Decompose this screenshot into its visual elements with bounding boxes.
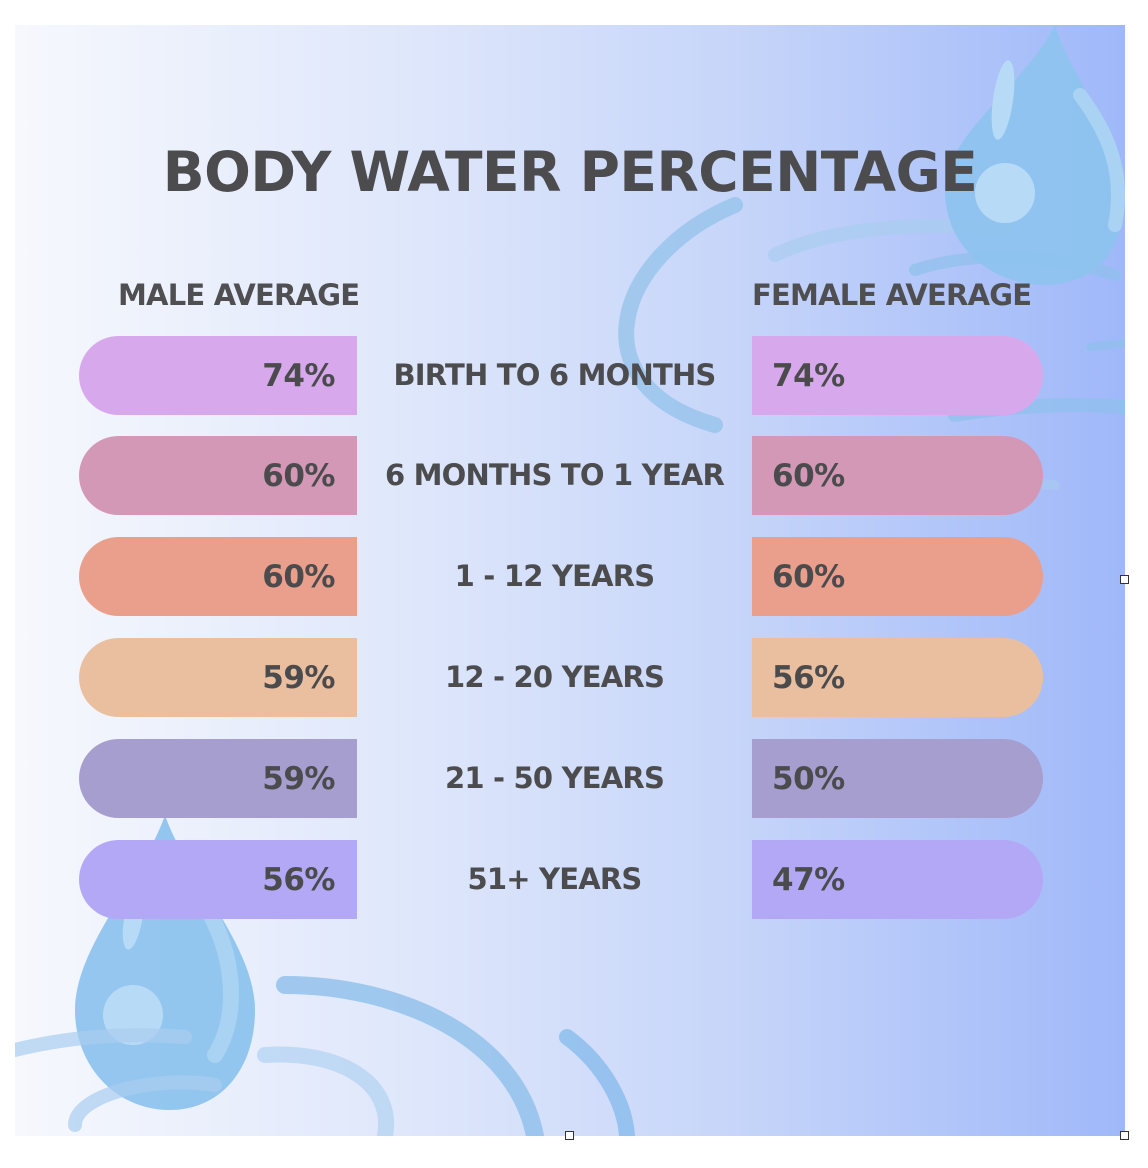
- resize-handle-bottom[interactable]: [565, 1131, 574, 1140]
- female-value: 47%: [772, 861, 845, 898]
- male-value-pill: 60%: [79, 537, 357, 616]
- resize-handle-bottom-right[interactable]: [1120, 1131, 1129, 1140]
- table-row: 59% 12 - 20 YEARS 56%: [15, 638, 1125, 717]
- infographic-canvas: BODY WATER PERCENTAGE MALE AVERAGE FEMAL…: [15, 25, 1125, 1136]
- female-value-pill: 60%: [752, 436, 1043, 515]
- male-average-header: MALE AVERAGE: [118, 278, 360, 312]
- water-ripple: [1086, 339, 1125, 351]
- male-value-pill: 74%: [79, 336, 357, 415]
- male-value: 60%: [262, 457, 335, 494]
- female-value: 74%: [772, 357, 845, 394]
- table-row: 74% BIRTH TO 6 MONTHS 74%: [15, 336, 1125, 415]
- male-value-pill: 59%: [79, 638, 357, 717]
- male-value-pill: 60%: [79, 436, 357, 515]
- female-value-pill: 56%: [752, 638, 1043, 717]
- water-ripple: [68, 1075, 222, 1132]
- male-value: 59%: [262, 760, 335, 797]
- female-value-pill: 74%: [752, 336, 1043, 415]
- resize-handle-right[interactable]: [1120, 575, 1129, 584]
- age-group-label: 21 - 50 YEARS: [444, 761, 665, 795]
- age-group-label: 6 MONTHS TO 1 YEAR: [384, 458, 725, 492]
- water-ripple: [276, 976, 544, 1136]
- age-group-label: 12 - 20 YEARS: [444, 660, 665, 694]
- water-ripple: [559, 1029, 635, 1136]
- female-value-pill: 47%: [752, 840, 1043, 919]
- female-value-pill: 60%: [752, 537, 1043, 616]
- age-group-label: 51+ YEARS: [467, 862, 642, 896]
- female-average-header: FEMALE AVERAGE: [752, 278, 1032, 312]
- chart-title: BODY WATER PERCENTAGE: [162, 140, 978, 204]
- male-value-pill: 56%: [79, 840, 357, 919]
- male-value: 59%: [262, 659, 335, 696]
- water-drop-icon: [945, 25, 1125, 285]
- table-rows: 74% BIRTH TO 6 MONTHS 74% 60% 6 MONTHS T…: [15, 25, 1125, 1136]
- age-group-label: 1 - 12 YEARS: [454, 559, 656, 593]
- female-value: 50%: [772, 760, 845, 797]
- table-row: 60% 6 MONTHS TO 1 YEAR 60%: [15, 436, 1125, 515]
- table-row: 60% 1 - 12 YEARS 60%: [15, 537, 1125, 616]
- water-ripple: [15, 1028, 192, 1057]
- female-value: 56%: [772, 659, 845, 696]
- male-value: 56%: [262, 861, 335, 898]
- female-value: 60%: [772, 457, 845, 494]
- water-ripple: [618, 197, 743, 433]
- male-value-pill: 59%: [79, 739, 357, 818]
- male-value: 74%: [262, 357, 335, 394]
- female-value: 60%: [772, 558, 845, 595]
- table-row: 56% 51+ YEARS 47%: [15, 840, 1125, 919]
- male-value: 60%: [262, 558, 335, 595]
- female-value-pill: 50%: [752, 739, 1043, 818]
- age-group-label: BIRTH TO 6 MONTHS: [393, 358, 717, 392]
- water-ripple: [257, 1046, 395, 1136]
- table-row: 59% 21 - 50 YEARS 50%: [15, 739, 1125, 818]
